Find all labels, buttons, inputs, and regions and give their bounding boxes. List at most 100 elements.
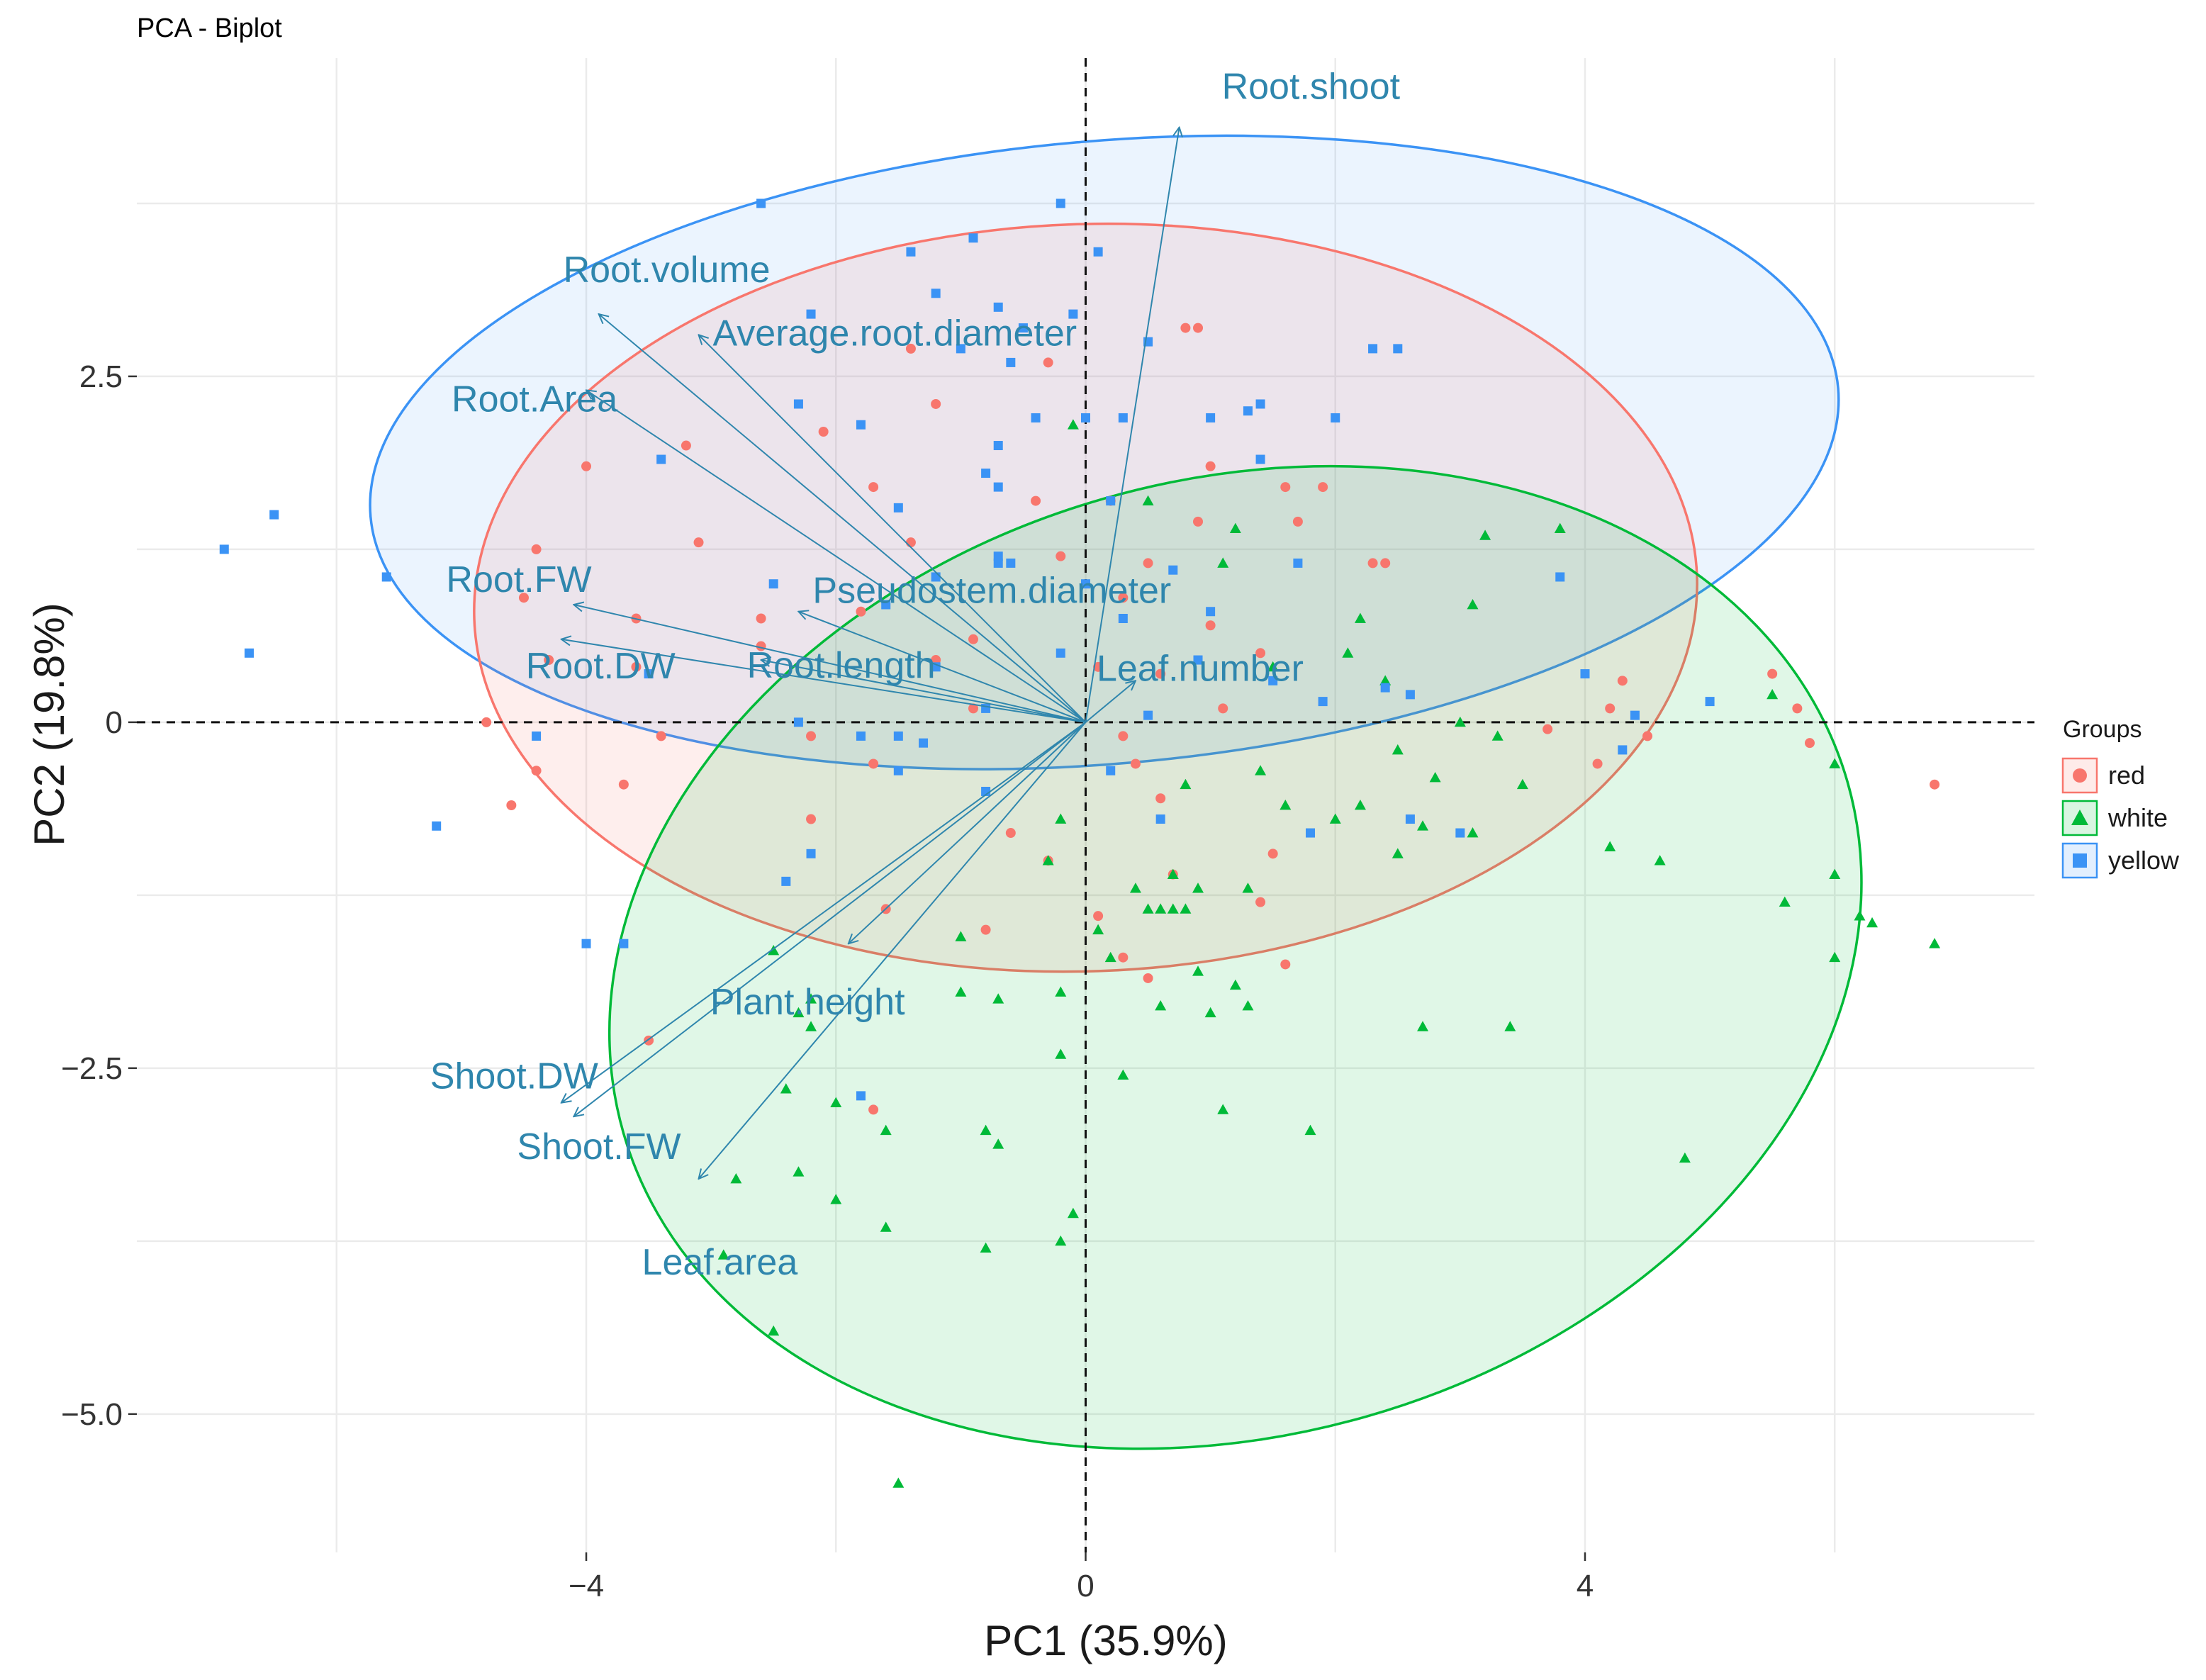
point-red [905,343,916,354]
point-white [1329,813,1341,824]
point-red [531,544,542,554]
point-red [1318,482,1328,493]
point-red [1542,724,1553,734]
point-red [1118,731,1129,741]
point-red [1143,973,1153,983]
point-yellow [619,939,629,948]
arrow-root-length [761,660,1086,723]
point-yellow [931,289,941,298]
point-white [1779,896,1791,907]
point-white [1192,883,1204,893]
point-white [1242,883,1254,893]
point-white [1167,903,1179,914]
point-yellow [1318,697,1328,707]
arrow-average-root-diameter [699,335,1087,723]
point-red [581,461,592,471]
point-red [681,440,691,451]
point-red [1155,793,1166,804]
point-white [955,986,967,997]
point-yellow [1455,828,1465,838]
point-red [518,593,529,603]
point-yellow [1255,399,1265,409]
point-yellow [1118,614,1128,623]
point-yellow [644,669,654,679]
point-white [1479,530,1491,540]
point-yellow [432,821,442,831]
point-white [1142,495,1154,505]
point-red [1043,357,1053,368]
point-red [544,655,554,666]
point-white [1217,557,1229,568]
point-red [1930,779,1940,790]
legend: Groups red white yellow [2061,716,2180,879]
legend-label-white: white [2107,803,2168,832]
point-yellow [1705,697,1715,707]
point-white [1192,965,1204,976]
reference-lines [137,58,2034,1552]
point-red [856,606,866,617]
point-white [1554,522,1566,534]
point-yellow [793,717,803,727]
point-white [1242,1000,1254,1011]
point-red [1193,516,1204,527]
variable-label-root-length: Root.length [747,645,936,686]
point-white [793,1166,805,1177]
point-yellow [1405,690,1415,700]
point-white [1067,419,1079,430]
point-white [1392,744,1404,755]
point-red [1792,703,1803,714]
point-yellow [1056,648,1065,658]
point-white [793,1007,805,1018]
point-red [1180,323,1191,333]
point-yellow [856,1091,866,1101]
point-red [693,537,704,548]
point-red [1280,959,1291,970]
point-white [1055,986,1067,997]
point-white [1142,903,1154,914]
arrow-plant-height [849,722,1087,943]
variable-labels: Root.shoot Root.volume Average.root.diamet… [430,67,1401,1283]
point-red [806,731,817,741]
variable-label-leaf-area: Leaf.area [642,1242,798,1283]
point-white [1429,771,1441,783]
point-red [1292,516,1303,527]
point-yellow [881,600,891,610]
point-yellow [993,482,1003,492]
point-white [1654,855,1666,866]
arrow-shoot-dw [561,722,1087,1103]
point-yellow [806,849,816,858]
point-red [1380,558,1391,569]
arrow-root-fw [573,605,1086,723]
legend-label-yellow: yellow [2108,846,2180,875]
point-white [1467,827,1479,838]
point-yellow [768,579,778,589]
point-white [1454,716,1466,727]
point-red [1617,676,1628,686]
point-white [1180,903,1192,914]
legend-symbol-white [2071,810,2088,825]
point-white [1829,951,1841,963]
point-white [1055,813,1067,824]
point-yellow [532,731,542,741]
point-red [1367,558,1378,569]
point-white [1866,917,1879,928]
point-yellow [981,469,991,478]
point-white [830,1194,842,1204]
point-white [1767,688,1779,700]
point-white [805,1021,817,1031]
point-yellow [1293,558,1303,568]
point-yellow [1206,413,1216,422]
variable-label-pseudostem-diameter: Pseudostem.diameter [812,571,1171,612]
point-white [892,1477,905,1488]
point-red [1255,648,1266,659]
point-red [1642,731,1653,741]
point-white [880,1221,892,1232]
point-white [1392,848,1404,858]
point-yellow [793,399,803,409]
point-red [1130,758,1141,769]
arrow-root-shoot [1085,128,1180,723]
y-tick-label: 2.5 [79,359,123,394]
point-red [868,758,879,769]
point-white [717,1249,729,1260]
